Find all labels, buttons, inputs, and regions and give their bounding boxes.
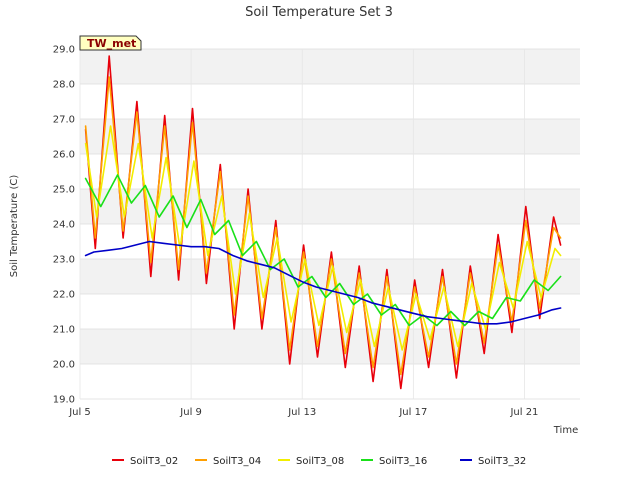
series-lines — [84, 55, 562, 390]
x-tick-label: Jul 9 — [179, 407, 202, 418]
y-tick-label: 19.0 — [53, 395, 75, 406]
x-axis-ticks: Jul 5 Jul 9 Jul 13 Jul 17 Jul 21 — [68, 407, 538, 418]
series-line-soilt3_16 — [84, 174, 562, 327]
annotation-box — [79, 35, 142, 51]
plot-band — [80, 119, 580, 154]
y-axis-label: Soil Temperature (C) — [9, 175, 20, 278]
legend-label: SoilT3_08 — [296, 456, 344, 467]
y-tick-label: 28.0 — [53, 80, 75, 91]
legend-label: SoilT3_02 — [130, 456, 178, 467]
x-axis-label: Time — [553, 425, 578, 436]
y-tick-label: 21.0 — [53, 325, 75, 336]
legend-label: SoilT3_16 — [379, 456, 427, 467]
y-tick-label: 23.0 — [53, 255, 75, 266]
y-tick-label: 24.0 — [53, 220, 75, 231]
y-tick-label: 22.0 — [53, 290, 75, 301]
y-tick-label: 29.0 — [53, 45, 75, 56]
y-tick-label: 20.0 — [53, 360, 75, 371]
plot-band — [80, 189, 580, 224]
y-tick-label: 27.0 — [53, 115, 75, 126]
y-tick-label: 25.0 — [53, 185, 75, 196]
x-tick-label: Jul 17 — [398, 407, 427, 418]
annotation-label: TW_met — [87, 37, 136, 50]
series-line-soilt3_32 — [84, 240, 562, 325]
legend-label: SoilT3_32 — [478, 456, 526, 467]
annotation-badge: TW_met — [79, 35, 142, 51]
legend-label: SoilT3_04 — [213, 456, 261, 467]
plot-band — [80, 329, 580, 364]
chart-title: Soil Temperature Set 3 — [245, 5, 393, 20]
plot-band — [80, 49, 580, 84]
legend: SoilT3_02 SoilT3_04 SoilT3_08 SoilT3_16 Soil… — [112, 456, 526, 467]
x-tick-label: Jul 21 — [509, 407, 538, 418]
y-tick-label: 26.0 — [53, 150, 75, 161]
x-tick-label: Jul 5 — [68, 407, 91, 418]
series-line-soilt3_08 — [84, 125, 562, 351]
y-axis-ticks: 19.0 20.0 21.0 22.0 23.0 24.0 25.0 26.0 27.0 28.0… — [53, 45, 75, 406]
x-tick-label: Jul 13 — [287, 407, 316, 418]
